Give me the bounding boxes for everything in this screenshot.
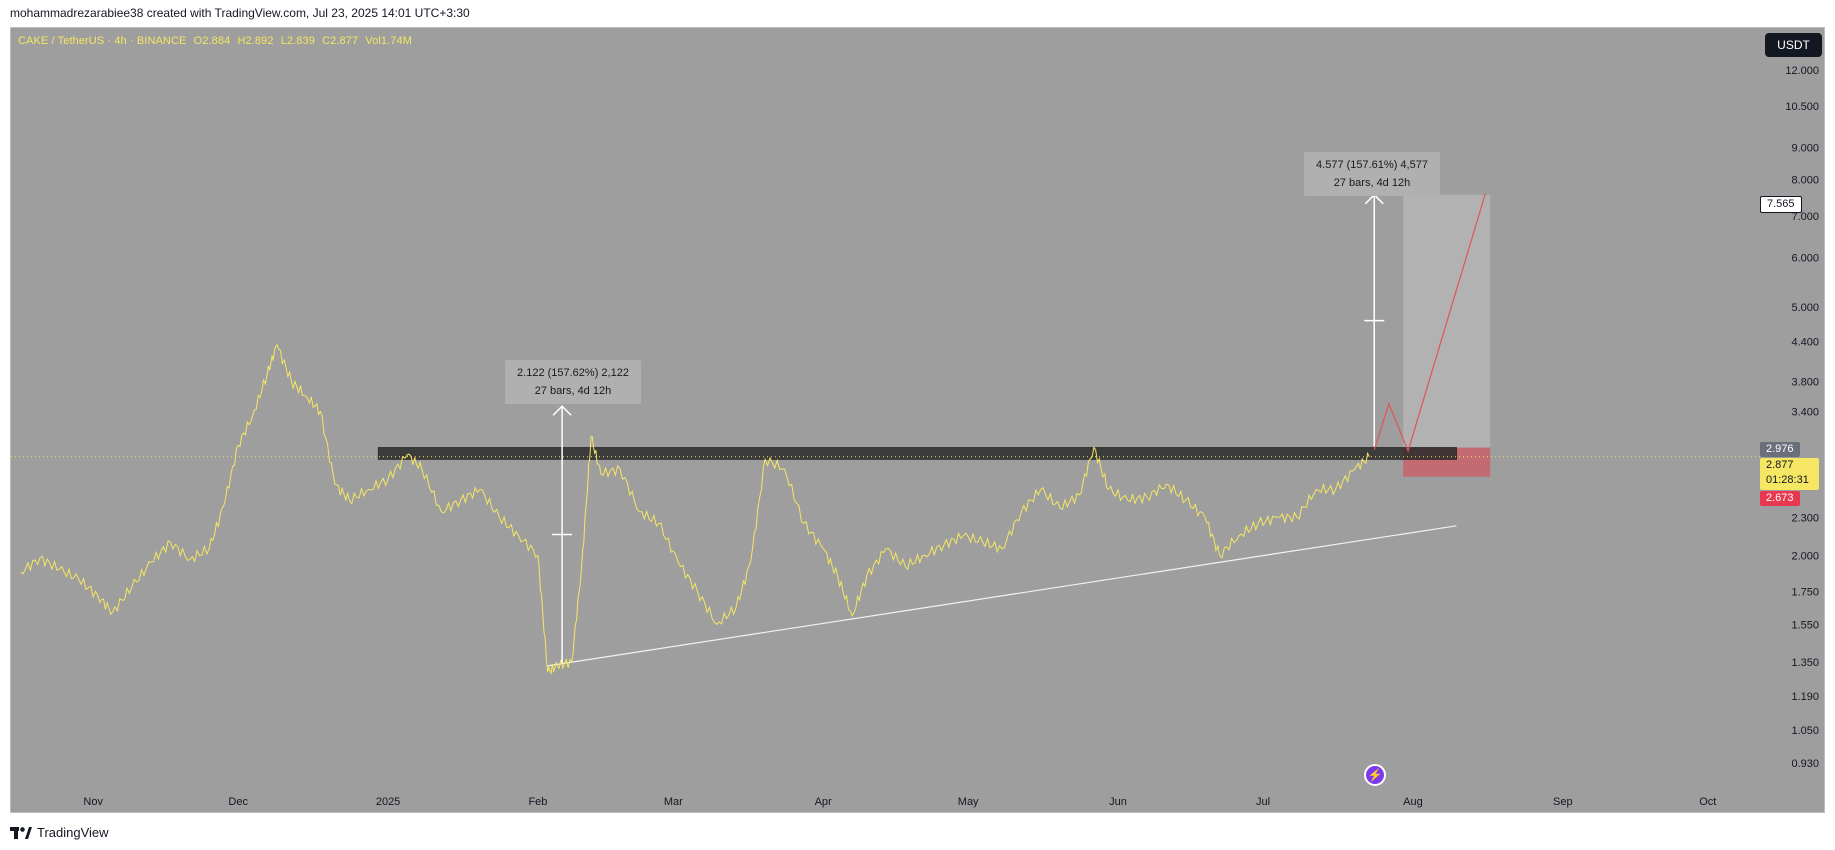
y-tick-label: 6.000 xyxy=(1791,253,1819,265)
x-tick-label: Jun xyxy=(1109,796,1127,808)
resistance-price-tag: 2.976 xyxy=(1760,442,1800,457)
price-series-line xyxy=(20,343,1370,675)
measure-left-line1: 2.122 (157.62%) 2,122 xyxy=(517,367,629,379)
legend-close: C2.877 xyxy=(322,35,359,47)
x-tick-label: Aug xyxy=(1403,796,1423,808)
x-tick-label: Jul xyxy=(1256,796,1270,808)
symbol-pair: CAKE / TetherUS · 4h · BINANCE xyxy=(18,35,187,47)
legend-low: L2.839 xyxy=(280,35,315,47)
x-tick-label: Nov xyxy=(83,796,103,808)
last-price-tag: 2.877 01:28:31 xyxy=(1760,458,1819,490)
y-tick-label: 7.000 xyxy=(1791,211,1819,223)
footer-brand-text: TradingView xyxy=(37,825,109,840)
lightning-icon[interactable]: ⚡ xyxy=(1364,764,1386,786)
x-tick-label: Apr xyxy=(815,796,832,808)
measure-right-line2: 27 bars, 4d 12h xyxy=(1333,177,1411,189)
measure-left-line2: 27 bars, 4d 12h xyxy=(534,385,612,397)
currency-button[interactable]: USDT xyxy=(1765,33,1822,57)
y-tick-label: 1.350 xyxy=(1791,657,1819,669)
x-tick-label: 2025 xyxy=(376,796,400,808)
bar-countdown: 01:28:31 xyxy=(1766,474,1809,486)
x-tick-label: Dec xyxy=(228,796,248,808)
y-tick-label: 12.000 xyxy=(1785,65,1819,77)
y-tick-label: 10.500 xyxy=(1785,101,1819,113)
y-tick-label: 2.000 xyxy=(1791,550,1819,562)
legend-high: H2.892 xyxy=(237,35,274,47)
legend-open: O2.884 xyxy=(193,35,231,47)
y-tick-label: 9.000 xyxy=(1791,143,1819,155)
y-tick-label: 3.400 xyxy=(1791,407,1819,419)
x-tick-label: Sep xyxy=(1553,796,1573,808)
target-price-tag: 7.565 xyxy=(1760,196,1802,213)
x-tick-label: May xyxy=(958,796,979,808)
measure-label-left: 2.122 (157.62%) 2,122 27 bars, 4d 12h xyxy=(505,360,641,404)
measure-arrowhead-0 xyxy=(552,405,572,416)
y-tick-label: 3.800 xyxy=(1791,376,1819,388)
chart-attribution: mohammadrezarabiee38 created with Tradin… xyxy=(10,6,470,20)
y-tick-label: 1.190 xyxy=(1791,691,1819,703)
symbol-legend: CAKE / TetherUS · 4h · BINANCE O2.884 H2… xyxy=(18,35,416,47)
y-tick-label: 5.000 xyxy=(1791,302,1819,314)
last-price-value: 2.877 xyxy=(1766,459,1794,471)
x-tick-label: Oct xyxy=(1699,796,1716,808)
y-tick-label: 2.300 xyxy=(1791,512,1819,524)
footer-brand: TradingView xyxy=(10,825,109,840)
resistance-zone xyxy=(377,447,1457,460)
support-trendline xyxy=(547,525,1457,667)
y-tick-label: 1.050 xyxy=(1791,725,1819,737)
x-tick-label: Mar xyxy=(664,796,683,808)
x-tick-label: Feb xyxy=(528,796,547,808)
y-tick-label: 8.000 xyxy=(1791,175,1819,187)
tradingview-logo-icon xyxy=(10,826,32,839)
legend-volume: Vol1.74M xyxy=(365,35,413,47)
measure-label-right: 4.577 (157.61%) 4,577 27 bars, 4d 12h xyxy=(1304,152,1440,196)
y-tick-label: 0.930 xyxy=(1791,758,1819,770)
y-tick-label: 1.550 xyxy=(1791,619,1819,631)
y-tick-label: 4.400 xyxy=(1791,337,1819,349)
projection-path xyxy=(1373,193,1486,453)
chart-canvas[interactable]: 12.000 10.500 9.000 8.000 7.000 6.000 5.000 4.4… xyxy=(11,28,1825,813)
chart-area[interactable]: 12.000 10.500 9.000 8.000 7.000 6.000 5.000 4.4… xyxy=(10,27,1825,813)
stop-price-tag: 2.673 xyxy=(1760,491,1800,506)
measure-right-line1: 4.577 (157.61%) 4,577 xyxy=(1316,159,1428,171)
y-tick-label: 1.750 xyxy=(1791,586,1819,598)
